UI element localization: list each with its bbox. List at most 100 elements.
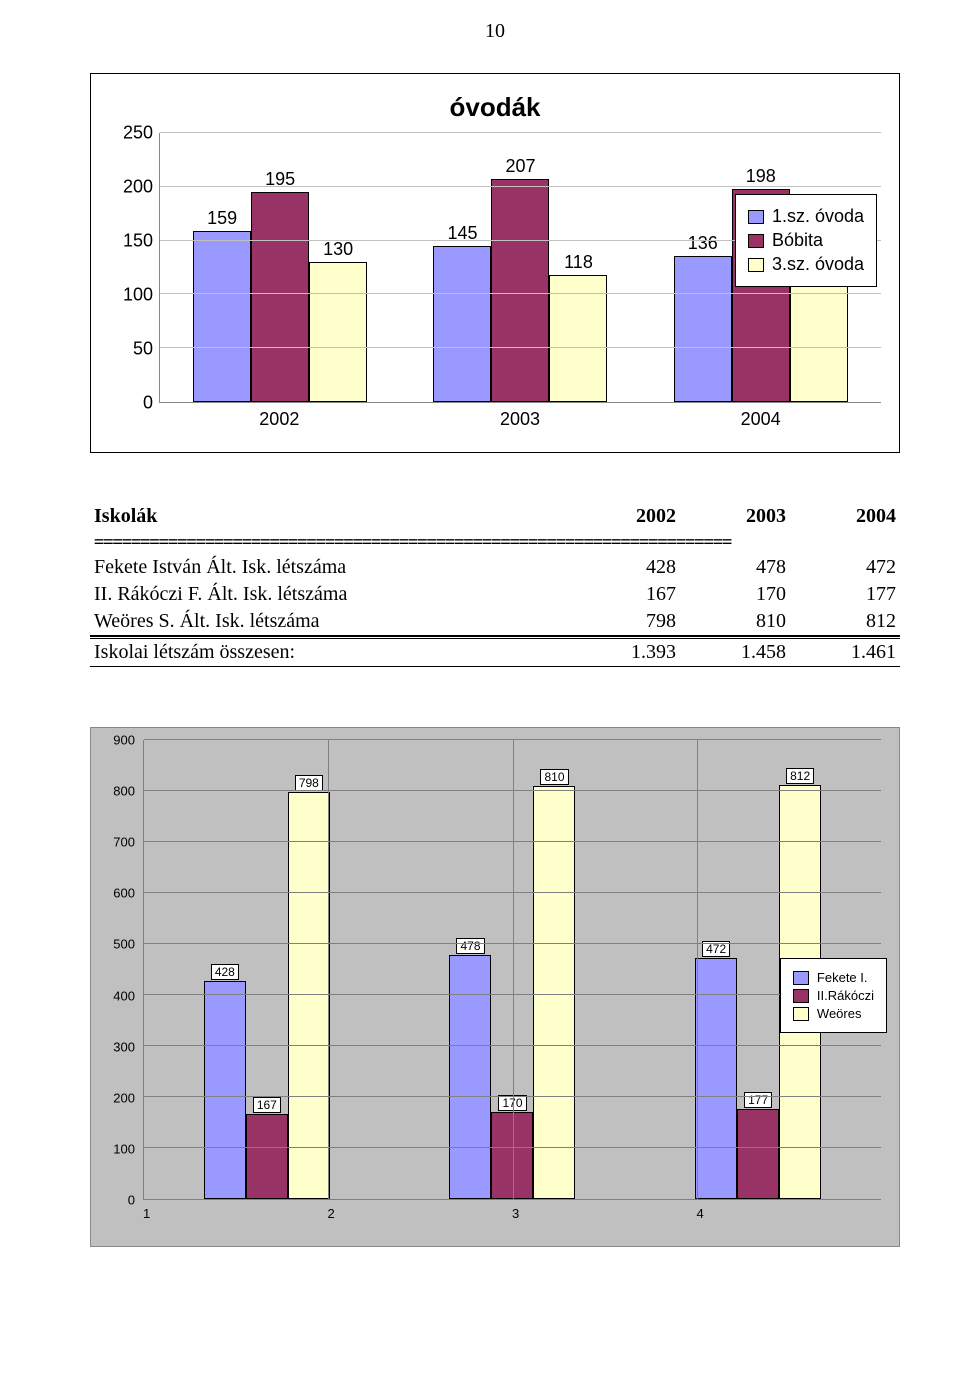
chart2-bar: 478 — [449, 955, 491, 1199]
chart1-bar: 207 — [491, 179, 549, 402]
chart2-vgridline — [697, 740, 698, 1199]
chart1-bar: 195 — [251, 192, 309, 402]
chart1-bar-label: 136 — [688, 233, 718, 254]
table-row-label: Fekete István Ált. Isk. létszáma — [90, 554, 570, 581]
legend-label: 1.sz. óvoda — [772, 206, 864, 227]
table-total-2: 1.458 — [680, 639, 790, 667]
chart2-legend: Fekete I. II.Rákóczi Weöres — [780, 958, 887, 1033]
chart2-xtick: 4 — [697, 1206, 882, 1221]
legend-swatch — [748, 258, 764, 272]
chart2-vgridline — [328, 740, 329, 1199]
table-cell: 812 — [790, 608, 900, 636]
chart2-x-labels: 1234 — [143, 1200, 881, 1221]
legend-item: Bóbita — [748, 230, 864, 251]
table-total-3: 1.461 — [790, 639, 900, 667]
legend-label: II.Rákóczi — [817, 988, 874, 1003]
legend-label: Bóbita — [772, 230, 823, 251]
chart1-bar-label: 195 — [265, 169, 295, 190]
legend-item: Weöres — [793, 1006, 874, 1021]
chart2-bar: 167 — [246, 1114, 288, 1199]
legend-item: 3.sz. óvoda — [748, 254, 864, 275]
chart2-ytick: 700 — [113, 835, 135, 850]
chart2-bar-label: 798 — [295, 775, 323, 791]
chart2-xtick: 2 — [328, 1206, 513, 1221]
table-separator: ========================================… — [90, 530, 900, 554]
iskolak-table: Iskolák 2002 2003 2004 =================… — [90, 503, 900, 667]
table-cell: 170 — [680, 581, 790, 608]
chart1-x-labels: 2002 2003 2004 — [159, 403, 881, 430]
chart1-ytick: 150 — [123, 231, 153, 252]
chart2-ytick: 300 — [113, 1039, 135, 1054]
table-cell: 798 — [570, 608, 680, 636]
chart1-bar-label: 207 — [505, 156, 535, 177]
chart2-y-axis: 0100200300400500600700800900 — [99, 740, 143, 1200]
chart1-ytick: 50 — [133, 339, 153, 360]
chart2-bar: 177 — [737, 1109, 779, 1199]
legend-item: 1.sz. óvoda — [748, 206, 864, 227]
chart2-ytick: 400 — [113, 988, 135, 1003]
chart1-group: 145 207 118 — [433, 133, 607, 402]
legend-item: II.Rákóczi — [793, 988, 874, 1003]
legend-item: Fekete I. — [793, 970, 874, 985]
legend-swatch — [793, 971, 809, 985]
chart-iskolak: 0100200300400500600700800900 42816779847… — [90, 727, 900, 1247]
chart2-xtick: 1 — [143, 1206, 328, 1221]
chart2-bar-label: 177 — [744, 1092, 772, 1108]
chart2-bar-label: 167 — [253, 1097, 281, 1113]
chart2-bar: 428 — [204, 981, 246, 1199]
chart1-xtick: 2004 — [741, 409, 781, 430]
chart1-title: óvodák — [109, 92, 881, 123]
chart2-bar-label: 428 — [211, 964, 239, 980]
table-cell: 177 — [790, 581, 900, 608]
chart1-ytick: 200 — [123, 177, 153, 198]
chart1-ytick: 0 — [143, 393, 153, 414]
chart2-bar-label: 810 — [540, 769, 568, 785]
chart2-ytick: 100 — [113, 1141, 135, 1156]
chart2-vgridline — [513, 740, 514, 1199]
table-cell: 810 — [680, 608, 790, 636]
chart2-bar-label: 478 — [456, 938, 484, 954]
chart1-gridline — [160, 347, 881, 348]
chart1-gridline — [160, 132, 881, 133]
chart1-gridline — [160, 186, 881, 187]
chart2-plot: 428167798478170810472177812 — [143, 740, 881, 1200]
chart2-bar: 798 — [288, 792, 330, 1199]
table-row-label: II. Rákóczi F. Ált. Isk. létszáma — [90, 581, 570, 608]
chart2-bar: 810 — [533, 786, 575, 1199]
chart1-y-axis: 050100150200250 — [109, 133, 159, 403]
chart1-bar-label: 159 — [207, 208, 237, 229]
chart1-ytick: 250 — [123, 123, 153, 144]
chart1-bar-label: 198 — [746, 166, 776, 187]
table-row: Weöres S. Ált. Isk. létszáma798810812 — [90, 608, 900, 636]
chart1-legend: 1.sz. óvoda Bóbita 3.sz. óvoda — [735, 194, 877, 287]
chart1-bar-label: 118 — [564, 252, 593, 273]
table-year-1: 2002 — [570, 503, 680, 530]
legend-label: Weöres — [817, 1006, 862, 1021]
chart2-ytick: 200 — [113, 1090, 135, 1105]
table-total-row: Iskolai létszám összesen: 1.393 1.458 1.… — [90, 639, 900, 667]
chart1-bar-label: 145 — [447, 223, 477, 244]
chart-ovodak: óvodák 050100150200250 15919513014520711… — [90, 73, 900, 453]
chart1-bar-label: 130 — [323, 239, 353, 260]
chart2-ytick: 0 — [128, 1193, 135, 1208]
chart2-group: 428167798 — [204, 740, 330, 1199]
chart2-xtick: 3 — [512, 1206, 697, 1221]
page-number: 10 — [90, 20, 900, 43]
chart1-group: 159195130 — [193, 133, 367, 402]
table-header-label: Iskolák — [90, 503, 570, 530]
chart2-ytick: 800 — [113, 784, 135, 799]
table-row: Fekete István Ált. Isk. létszáma42847847… — [90, 554, 900, 581]
chart1-ytick: 100 — [123, 285, 153, 306]
chart1-xtick: 2003 — [500, 409, 540, 430]
table-total-label: Iskolai létszám összesen: — [90, 639, 570, 667]
table-row-label: Weöres S. Ált. Isk. létszáma — [90, 608, 570, 636]
table-cell: 428 — [570, 554, 680, 581]
chart1-xtick: 2002 — [259, 409, 299, 430]
legend-swatch — [793, 989, 809, 1003]
chart1-gridline — [160, 293, 881, 294]
chart1-bar: 130 — [309, 262, 367, 402]
table-year-3: 2004 — [790, 503, 900, 530]
table-row: II. Rákóczi F. Ált. Isk. létszáma1671701… — [90, 581, 900, 608]
chart2-ytick: 900 — [113, 733, 135, 748]
table-year-2: 2003 — [680, 503, 790, 530]
